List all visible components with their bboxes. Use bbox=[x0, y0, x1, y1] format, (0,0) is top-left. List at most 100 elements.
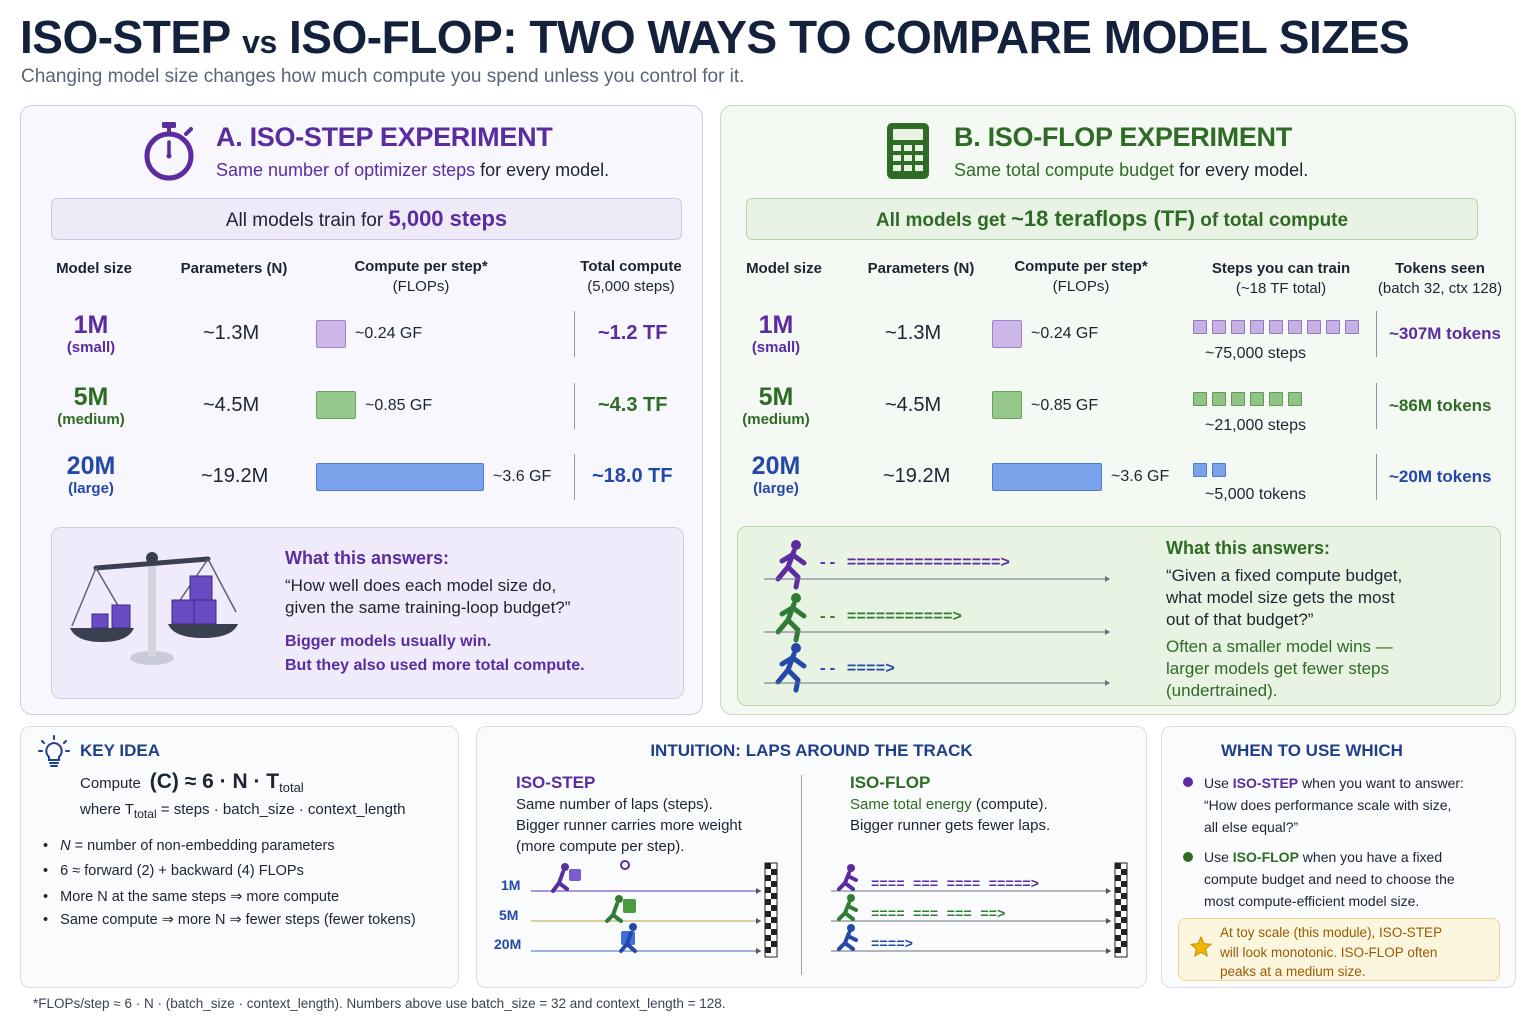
iso-step-track bbox=[531, 860, 778, 958]
iso-step-subtitle: Same number of optimizer steps for every… bbox=[216, 160, 610, 180]
col-header-size: Model size bbox=[56, 260, 132, 277]
svg-text:-- ===========>: -- ===========> bbox=[818, 608, 962, 626]
model-size-20m: 20M (large) bbox=[66, 452, 116, 497]
running-person-icon bbox=[775, 540, 807, 590]
divider bbox=[801, 775, 802, 975]
runner-icon bbox=[837, 894, 858, 921]
divider bbox=[1376, 454, 1377, 500]
footnote: *FLOPs/step ≈ 6 · N · (batch_size · cont… bbox=[33, 996, 726, 1011]
col-header-size: Model size bbox=[746, 260, 822, 277]
divider bbox=[1376, 311, 1377, 357]
key-idea-card: KEY IDEA Compute (C) ≈ 6 · N · Ttotal wh… bbox=[20, 726, 459, 988]
steps-1m: ~75,000 steps bbox=[1205, 345, 1306, 362]
compute-bar-20m bbox=[316, 463, 484, 491]
divider bbox=[574, 311, 575, 357]
iso-flop-title: B. ISO-FLOP EXPERIMENT bbox=[954, 122, 1292, 152]
tokens-20m: ~20M tokens bbox=[1389, 467, 1492, 486]
compute-bar-5m bbox=[992, 391, 1022, 419]
svg-text:==== === === ==>: ==== === === ==> bbox=[871, 907, 1005, 923]
step-square bbox=[1345, 320, 1359, 334]
iso-flop-banner: All models get ~18 teraflops (TF) of tot… bbox=[746, 198, 1478, 240]
stopwatch-icon bbox=[144, 122, 194, 181]
divider bbox=[574, 454, 575, 500]
runner-icon bbox=[551, 863, 581, 893]
bullet-dot bbox=[1183, 777, 1193, 787]
iso-step-label: ISO-STEP bbox=[516, 773, 596, 792]
svg-text:-- ====>: -- ====> bbox=[818, 660, 895, 678]
running-person-icon bbox=[775, 593, 807, 643]
finish-flag bbox=[764, 862, 778, 958]
model-size-20m: 20M (large) bbox=[751, 452, 801, 497]
step-square bbox=[1193, 463, 1207, 477]
intuition-card: INTUITION: LAPS AROUND THE TRACK ISO-STE… bbox=[476, 726, 1147, 988]
col-header-compute-per-step: Compute per step* (FLOPs) bbox=[354, 258, 488, 295]
lane-label-20m: 20M bbox=[494, 936, 522, 952]
step-square bbox=[1212, 463, 1226, 477]
bullet-item: • N = number of non-embedding parameters bbox=[43, 838, 335, 854]
step-square bbox=[1231, 392, 1245, 406]
answer-question: “Given a fixed compute budget, what model… bbox=[1166, 566, 1403, 629]
compute-label-20m: ~3.6 GF bbox=[1111, 468, 1170, 485]
svg-text:====>: ====> bbox=[871, 937, 913, 953]
iso-flop-explanation: Same total energy (compute). Bigger runne… bbox=[850, 796, 1051, 834]
col-header-params: Parameters (N) bbox=[867, 260, 975, 277]
step-square bbox=[1212, 320, 1226, 334]
params-5m: ~4.5M bbox=[203, 394, 260, 416]
compute-label-20m: ~3.6 GF bbox=[493, 468, 552, 485]
runner-icon bbox=[837, 864, 858, 891]
balance-scale-icon bbox=[70, 552, 238, 665]
bullet-item: • 6 ≈ forward (2) + backward (4) FLOPs bbox=[43, 863, 304, 879]
tokens-5m: ~86M tokens bbox=[1389, 396, 1492, 415]
svg-text:==== === ==== =====>: ==== === ==== =====> bbox=[871, 877, 1039, 893]
note-text: At toy scale (this module), ISO-STEP will… bbox=[1220, 925, 1443, 979]
iso-step-panel: A. ISO-STEP EXPERIMENT Same number of op… bbox=[20, 105, 703, 715]
model-size-1m: 1M (small) bbox=[751, 311, 801, 356]
key-idea-heading: KEY IDEA bbox=[80, 741, 160, 760]
compute-bar-20m bbox=[992, 463, 1102, 491]
iso-step-usage: Use ISO-STEP when you want to answer: “H… bbox=[1204, 775, 1464, 835]
steps-squares-20m bbox=[1193, 463, 1231, 482]
lightbulb-icon bbox=[38, 735, 70, 767]
col-header-params: Parameters (N) bbox=[180, 260, 288, 277]
when-to-use-card: WHEN TO USE WHICH Use ISO-STEP when you … bbox=[1161, 726, 1516, 988]
step-square bbox=[1288, 320, 1302, 334]
compute-bar-1m bbox=[992, 320, 1022, 348]
answer-heading: What this answers: bbox=[1166, 538, 1331, 558]
step-square bbox=[1250, 392, 1264, 406]
bullet-item: • Same compute ⇒ more N ⇒ fewer steps (f… bbox=[43, 912, 416, 928]
running-track-illustration: -- ================> -- ===========> -- … bbox=[764, 540, 1110, 693]
step-square bbox=[1326, 320, 1340, 334]
step-square bbox=[1193, 392, 1207, 406]
iso-flop-panel: B. ISO-FLOP EXPERIMENT Same total comput… bbox=[720, 105, 1516, 715]
compute-label-1m: ~0.24 GF bbox=[355, 325, 423, 342]
steps-squares-5m bbox=[1193, 392, 1307, 411]
compute-label-1m: ~0.24 GF bbox=[1031, 325, 1099, 342]
finish-flag bbox=[1114, 862, 1128, 958]
page-subtitle: Changing model size changes how much com… bbox=[21, 66, 745, 87]
bullet-dot bbox=[1183, 852, 1193, 862]
answer-conclusion: Often a smaller model wins — larger model… bbox=[1166, 637, 1393, 700]
iso-step-answer-box: What this answers: “How well does each m… bbox=[51, 527, 684, 699]
step-square bbox=[1307, 320, 1321, 334]
params-1m: ~1.3M bbox=[203, 322, 260, 344]
iso-flop-usage: Use ISO-FLOP when you have a fixed compu… bbox=[1204, 849, 1455, 909]
toy-scale-note: At toy scale (this module), ISO-STEP will… bbox=[1178, 918, 1500, 981]
iso-step-title: A. ISO-STEP EXPERIMENT bbox=[216, 122, 553, 152]
lane-label-1m: 1M bbox=[501, 877, 521, 893]
page-title: ISO-STEP vs ISO-FLOP: TWO WAYS TO COMPAR… bbox=[20, 11, 1410, 63]
compute-formula: Compute (C) ≈ 6 · N · Ttotal bbox=[80, 770, 304, 796]
col-header-tokens: Tokens seen (batch 32, ctx 128) bbox=[1377, 260, 1503, 297]
total-compute-20m: ~18.0 TF bbox=[592, 465, 673, 487]
compute-bar-1m bbox=[316, 320, 346, 348]
steps-20m: ~5,000 tokens bbox=[1205, 486, 1306, 503]
steps-squares-1m bbox=[1193, 320, 1364, 339]
total-compute-5m: ~4.3 TF bbox=[598, 394, 668, 416]
answer-heading: What this answers: bbox=[285, 548, 450, 568]
model-size-5m: 5M (medium) bbox=[742, 383, 810, 428]
step-square bbox=[1250, 320, 1264, 334]
iso-flop-label: ISO-FLOP bbox=[850, 773, 931, 792]
iso-step-banner: All models train for 5,000 steps bbox=[51, 198, 682, 240]
answer-conclusion: Bigger models usually win. But they also … bbox=[285, 633, 585, 674]
col-header-steps: Steps you can train (~18 TF total) bbox=[1211, 260, 1351, 297]
runner-icon bbox=[619, 923, 637, 953]
